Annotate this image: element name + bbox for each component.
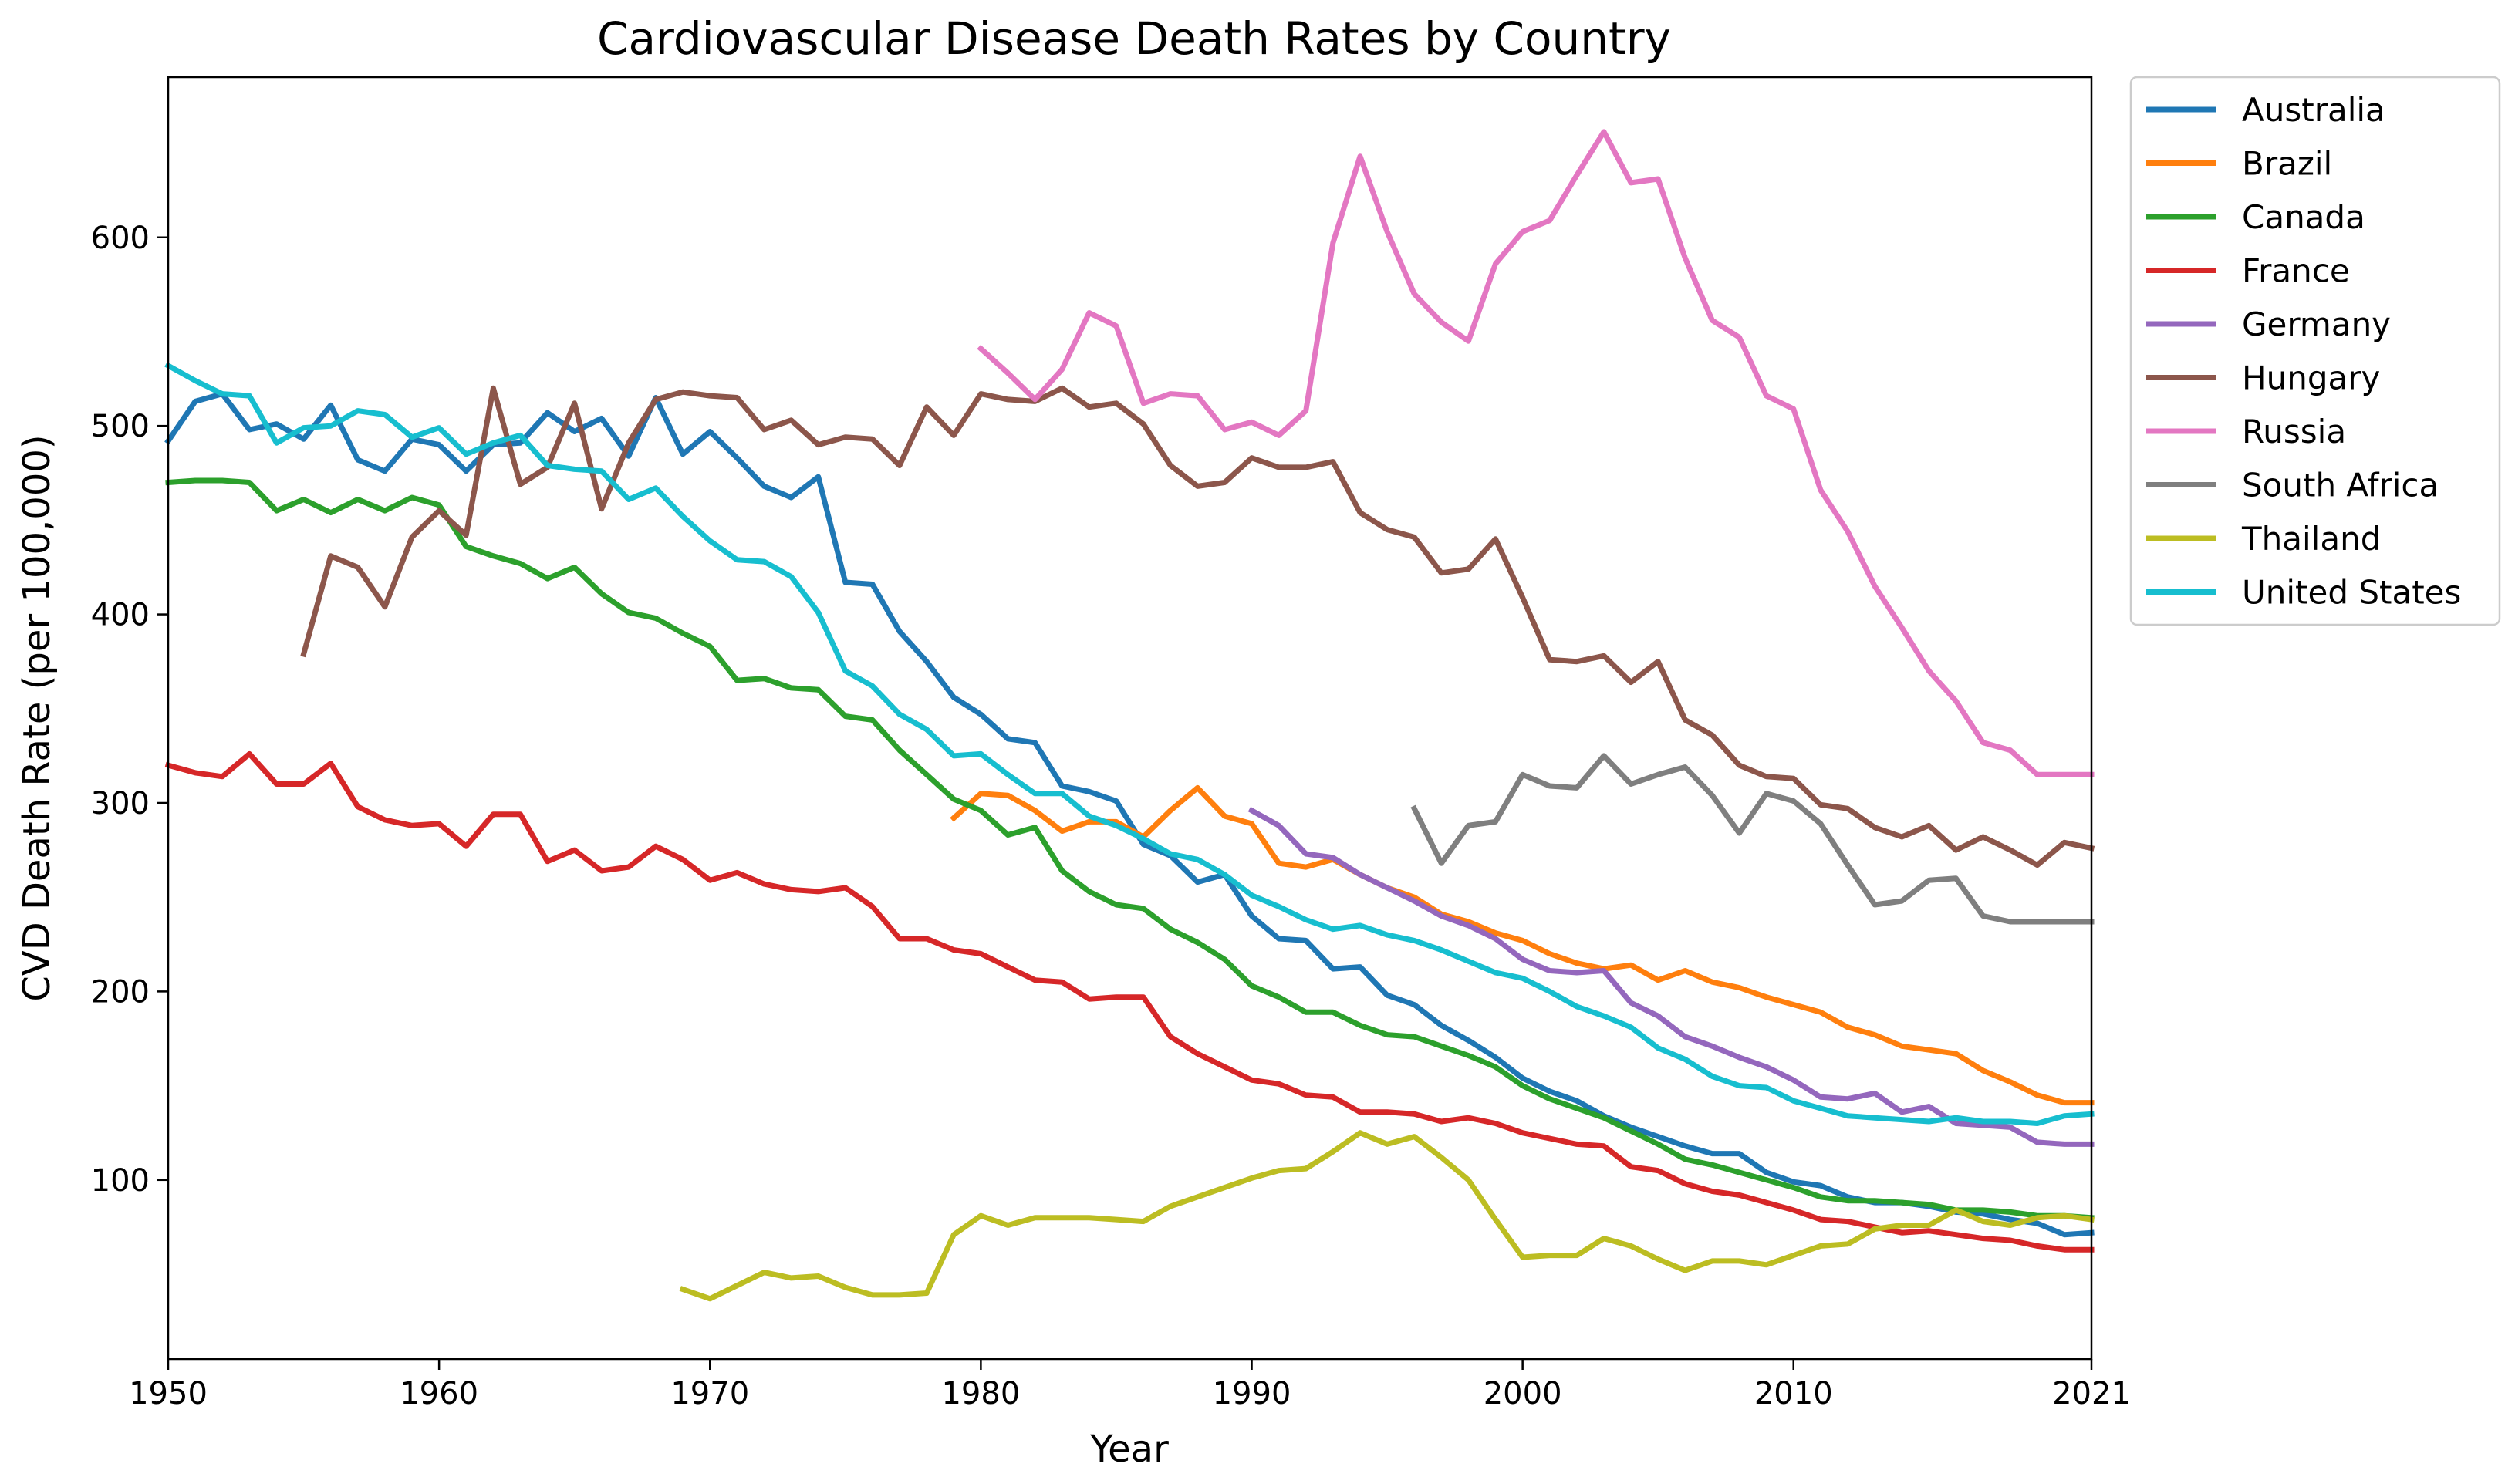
legend: Australia Brazil Canada France Germany Hungar… (2129, 76, 2501, 626)
y-axis-ticks: 100 200 300 400 500 600 (91, 221, 168, 1199)
series-line-australia (164, 391, 2095, 1238)
y-tick-label: 100 (91, 1163, 150, 1199)
y-tick-label: 600 (91, 221, 150, 256)
y-tick-label: 500 (91, 409, 150, 444)
legend-label: South Africa (2242, 467, 2439, 504)
legend-label: Brazil (2242, 145, 2332, 183)
legend-label: Germany (2242, 305, 2391, 343)
y-tick-label: 400 (91, 598, 150, 633)
x-tick-label: 1980 (941, 1376, 1020, 1411)
y-axis-title: CVD Death Rate (per 100,000) (15, 434, 59, 1001)
x-tick-label: 1970 (670, 1376, 749, 1411)
x-tick-label: 1950 (129, 1376, 208, 1411)
legend-label: Hungary (2242, 359, 2380, 397)
series-line-france (164, 750, 2095, 1253)
legend-label: Australia (2242, 91, 2385, 129)
x-tick-label: 2000 (1484, 1376, 1562, 1411)
chart-title: Cardiovascular Disease Death Rates by Co… (597, 12, 1671, 65)
legend-frame (2129, 76, 2501, 626)
legend-label: Thailand (2241, 520, 2381, 558)
series-line-hungary (300, 385, 2095, 868)
x-tick-label: 2010 (1754, 1376, 1833, 1411)
legend-label: United States (2242, 574, 2461, 612)
y-tick-label: 200 (91, 974, 150, 1010)
series-line-united-states (164, 362, 2095, 1126)
series-line-canada (165, 477, 2095, 1221)
x-tick-label: 2021 (2052, 1376, 2131, 1411)
x-axis-title: Year (1089, 1428, 1169, 1471)
legend-label: France (2242, 252, 2350, 290)
legend-label: Canada (2242, 198, 2365, 236)
y-tick-label: 300 (91, 786, 150, 821)
series-lines (164, 129, 2095, 1302)
x-tick-label: 1960 (400, 1376, 478, 1411)
series-line-south-africa (1410, 753, 2095, 925)
series-line-russia (977, 129, 2095, 777)
legend-label: Russia (2242, 413, 2346, 450)
x-tick-label: 1990 (1213, 1376, 1291, 1411)
series-line-thailand (679, 1130, 2095, 1302)
x-axis-ticks: 1950 1960 1970 1980 1990 2000 2010 2021 (129, 1359, 2131, 1411)
plot-area-frame (167, 76, 2093, 1361)
